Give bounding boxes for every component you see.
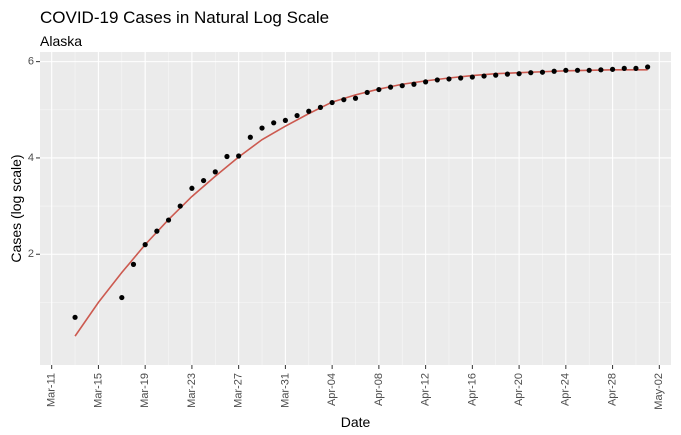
data-point <box>130 261 137 267</box>
y-tick-label: 6 <box>28 56 34 68</box>
data-point <box>282 117 288 123</box>
data-point <box>294 112 300 119</box>
x-tick-label: Mar-15 <box>92 373 104 408</box>
data-point <box>212 169 218 175</box>
data-point <box>72 314 78 320</box>
data-point <box>528 70 534 76</box>
x-tick-label: Mar-31 <box>279 373 291 408</box>
x-tick-label: Apr-08 <box>373 373 385 406</box>
data-point <box>469 74 475 80</box>
x-tick-label: Apr-24 <box>560 373 572 406</box>
data-point <box>399 83 405 89</box>
data-point <box>574 67 581 73</box>
data-point <box>387 84 394 90</box>
data-point <box>189 185 195 191</box>
data-point <box>271 120 277 126</box>
data-point <box>645 64 651 70</box>
data-point <box>516 71 522 77</box>
data-point <box>236 153 242 159</box>
data-point <box>142 242 148 248</box>
chart-subtitle: Alaska <box>40 33 82 49</box>
data-point <box>352 95 359 101</box>
data-point <box>633 65 639 71</box>
data-point <box>364 89 370 96</box>
data-point <box>598 67 604 73</box>
data-point <box>259 125 265 131</box>
y-tick-labels: 2 4 6 <box>28 56 34 261</box>
x-tick-label: Apr-20 <box>513 373 525 406</box>
data-point <box>458 75 464 81</box>
data-point <box>329 99 335 106</box>
data-point <box>621 65 627 71</box>
data-point <box>200 177 207 184</box>
data-point <box>481 73 487 79</box>
chart-title: COVID-19 Cases in Natural Log Scale <box>40 8 329 27</box>
data-point <box>224 153 230 160</box>
x-tick-label: Mar-23 <box>186 373 198 408</box>
data-point <box>165 217 172 223</box>
x-tick-label: Mar-19 <box>139 373 151 408</box>
data-point <box>154 228 160 234</box>
x-tick-label: Apr-12 <box>420 373 432 406</box>
x-tick-label: Apr-16 <box>466 373 478 406</box>
data-point <box>177 203 183 209</box>
y-tick-label: 4 <box>28 152 34 164</box>
x-tick-labels: Mar-11 Mar-15 Mar-19 Mar-23 Mar-27 Mar-31 Apr-… <box>46 373 666 410</box>
x-tick-label: Apr-04 <box>326 373 338 406</box>
data-point <box>119 294 125 301</box>
data-point <box>551 68 557 74</box>
data-point <box>563 67 569 73</box>
data-point <box>609 66 616 72</box>
data-point <box>504 71 511 77</box>
data-point <box>306 108 312 114</box>
x-tick-label: May-02 <box>653 373 665 410</box>
data-point <box>341 97 347 103</box>
data-point <box>434 77 440 83</box>
x-axis-label: Date <box>341 414 371 430</box>
axis-ticks <box>36 61 660 369</box>
data-point <box>317 104 324 110</box>
x-tick-label: Mar-11 <box>46 373 58 407</box>
data-point <box>446 76 452 82</box>
data-point <box>411 81 417 87</box>
x-tick-label: Apr-28 <box>606 373 618 406</box>
data-point <box>376 86 382 93</box>
data-point <box>493 72 499 78</box>
grid-major <box>40 52 671 365</box>
data-point <box>247 134 253 140</box>
data-point <box>423 79 429 85</box>
y-tick-label: 2 <box>28 248 34 260</box>
x-tick-label: Mar-27 <box>233 373 245 408</box>
points-layer <box>72 64 651 320</box>
y-axis-label: Cases (log scale) <box>8 154 24 262</box>
data-point <box>539 69 546 75</box>
data-point <box>586 67 592 73</box>
